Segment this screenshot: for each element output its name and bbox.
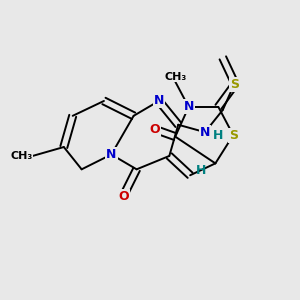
Text: H: H <box>196 164 206 177</box>
Text: N: N <box>154 94 164 107</box>
Text: O: O <box>149 123 160 136</box>
Text: CH₃: CH₃ <box>10 151 33 161</box>
Text: S: S <box>229 129 238 142</box>
Text: O: O <box>118 190 129 202</box>
Text: N: N <box>200 126 210 139</box>
Text: H: H <box>213 129 224 142</box>
Text: S: S <box>230 78 239 91</box>
Text: N: N <box>106 148 116 161</box>
Text: N: N <box>184 100 194 113</box>
Text: CH₃: CH₃ <box>164 72 186 82</box>
